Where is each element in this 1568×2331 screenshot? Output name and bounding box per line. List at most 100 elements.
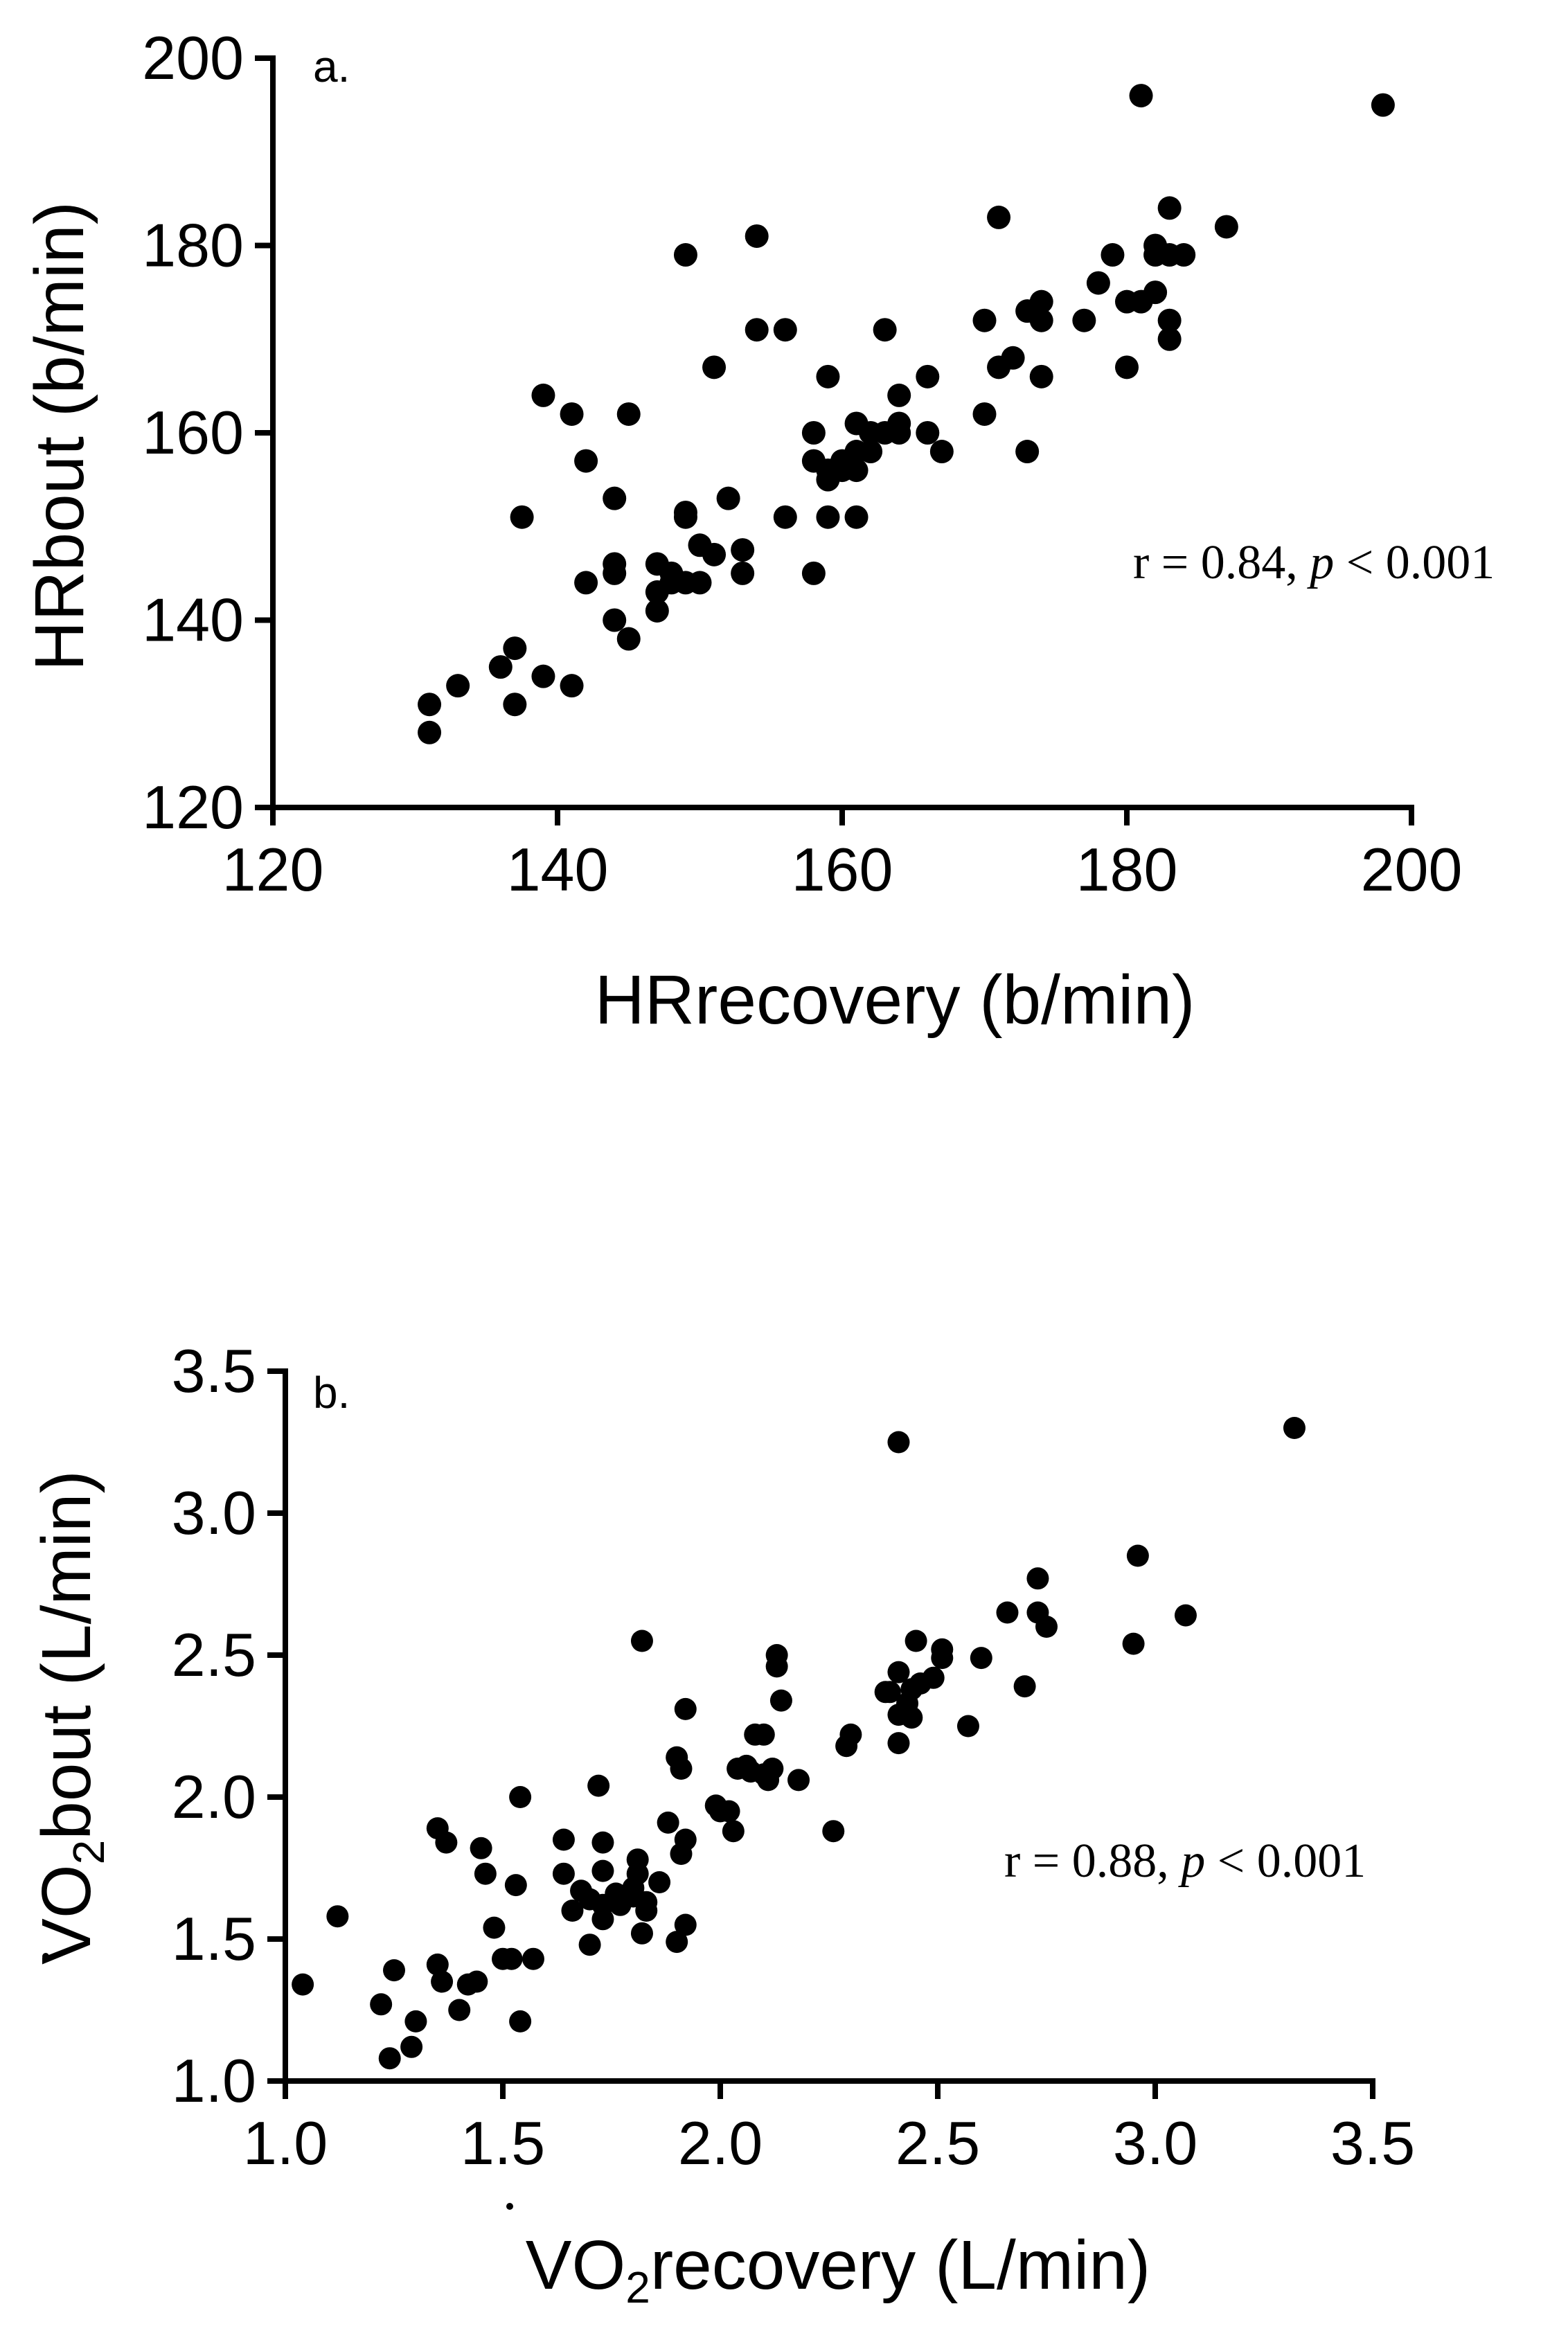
panel-a-data-point — [616, 402, 641, 426]
panel-a-data-point — [929, 440, 954, 464]
panel-b-data-point — [378, 2047, 401, 2070]
panel-a-data-point — [503, 693, 527, 717]
panel-b-data-point — [522, 1947, 544, 1970]
panel-a-data-point — [1157, 196, 1182, 220]
panel-b-data-point — [470, 1837, 492, 1859]
panel-a-data-point — [745, 318, 769, 342]
panel-a-data-point — [859, 440, 883, 464]
panel-a-data-point — [887, 383, 911, 407]
panel-b-x-tick-label: 3.0 — [1113, 2109, 1197, 2177]
panel-a-data-point — [987, 205, 1011, 229]
panel-b-data-point — [635, 1900, 658, 1922]
panel-b-data-point — [292, 1973, 314, 1996]
panel-b-data-point — [839, 1723, 862, 1746]
panel-a-y-tick-label: 180 — [142, 211, 244, 280]
panel-a-data-point — [1015, 440, 1040, 464]
panel-a-x-tick-label: 120 — [222, 835, 324, 904]
panel-a-data-point — [488, 655, 513, 679]
panel-b-y-tick-label: 3.0 — [172, 1479, 256, 1547]
panel-b-data-point — [922, 1666, 945, 1689]
panel-a-data-point — [603, 561, 627, 585]
panel-b-data-point — [761, 1758, 784, 1780]
panel-b-data-point — [431, 1970, 454, 1993]
panel-b-data-point — [666, 1931, 688, 1954]
panel-b-data-point — [370, 1993, 393, 2016]
panel-a-data-point — [603, 486, 627, 510]
panel-b-y-axis-title: VO2bout (L/min) — [28, 1470, 114, 1965]
panel-a-data-point — [1029, 308, 1053, 332]
panel-b-y-tick-label: 1.0 — [172, 2046, 256, 2115]
panel-b-data-point — [465, 1970, 488, 1993]
panel-a-x-axis-title: HRrecovery (b/min) — [595, 961, 1195, 1039]
panel-a-data-point — [673, 505, 697, 529]
panel-a-data-point — [1157, 308, 1182, 332]
panel-b-x-tick-label: 2.0 — [678, 2109, 763, 2177]
panel-a-data-point — [574, 571, 598, 595]
panel-b-y-tick-label: 3.5 — [172, 1337, 256, 1405]
panel-a-data-point — [1001, 346, 1025, 370]
panel-b-data-point — [970, 1647, 992, 1670]
panel-a-data-point — [773, 505, 797, 529]
panel-a-data-point — [873, 318, 897, 342]
panel-b-data-point — [591, 1859, 614, 1882]
panel-b-data-point — [718, 1800, 740, 1823]
panel-b-data-point — [552, 1828, 575, 1851]
panel-a-data-point — [574, 449, 598, 473]
panel-b-data-point — [1026, 1567, 1049, 1590]
panel-a-data-point — [1157, 327, 1182, 351]
panel-a-data-point — [916, 421, 940, 445]
panel-a-data-point — [1172, 243, 1196, 267]
panel-b-data-point — [504, 1874, 527, 1897]
panel-b-data-point — [509, 1786, 532, 1808]
panel-b-data-point — [587, 1774, 610, 1797]
panel-b-x-tick-label: 1.0 — [243, 2109, 328, 2177]
panel-b-chart: b. r = 0.88, p < 0.001 VO2recovery (L/mi… — [28, 1337, 1415, 2312]
panel-a-y-tick-label: 200 — [142, 24, 244, 92]
panel-b-data-point — [578, 1933, 601, 1956]
panel-b-data-point — [931, 1647, 954, 1670]
panel-a-data-point — [503, 636, 527, 661]
panel-a-data-point — [844, 505, 868, 529]
panel-b-data-point — [400, 2035, 423, 2058]
panel-b-data-point — [887, 1431, 910, 1454]
panel-a-x-tick-label: 140 — [507, 835, 609, 904]
panel-b-data-point — [326, 1905, 349, 1928]
panel-b-data-point — [448, 1999, 471, 2021]
panel-b-data-point — [956, 1715, 979, 1738]
panel-b-data-point — [648, 1871, 671, 1893]
panel-a-y-tick-label: 120 — [142, 773, 244, 841]
panel-b-data-point — [426, 1953, 449, 1976]
panel-a-data-point — [510, 505, 534, 529]
panel-a-data-point — [1086, 271, 1110, 295]
panel-a-data-point — [560, 402, 584, 426]
panel-b-x-tick-label: 2.5 — [896, 2109, 980, 2177]
panel-b-data-point — [561, 1900, 584, 1922]
panel-b-x-axis-title-dot-accent — [506, 2203, 513, 2210]
panel-a-data-point — [616, 627, 641, 651]
panel-a-data-point — [446, 674, 470, 698]
panel-b-data-point — [1122, 1632, 1145, 1655]
panel-b-data-point — [787, 1769, 810, 1792]
panel-a-data-point — [1143, 280, 1168, 305]
panel-b-data-point — [1126, 1544, 1149, 1567]
panel-a-data-point — [816, 505, 840, 529]
panel-a-data-point — [702, 355, 727, 379]
panel-a-data-point — [1072, 308, 1096, 332]
panel-b-y-axis-title-dot-accent — [42, 1953, 49, 1960]
panel-a-y-tick-label: 160 — [142, 398, 244, 467]
panel-a-y-axis-title: HRbout (b/min) — [21, 202, 98, 671]
panel-b-data-point — [670, 1758, 693, 1780]
panel-b-data-point — [435, 1831, 458, 1854]
panel-b-data-point — [996, 1601, 1019, 1624]
panel-a-data-point — [972, 308, 997, 332]
panel-a-data-point — [816, 364, 840, 388]
panel-a-data-point — [1029, 364, 1053, 388]
panel-a-data-point — [418, 720, 442, 744]
panel-b-x-axis-title: VO2recovery (L/min) — [526, 2226, 1150, 2312]
panel-b-data-point — [1174, 1604, 1197, 1627]
panel-b-label: b. — [313, 1368, 350, 1418]
panel-b-x-tick-label: 3.5 — [1330, 2109, 1415, 2177]
panel-a-data-point — [531, 664, 555, 688]
panel-b-data-point — [630, 1629, 653, 1652]
